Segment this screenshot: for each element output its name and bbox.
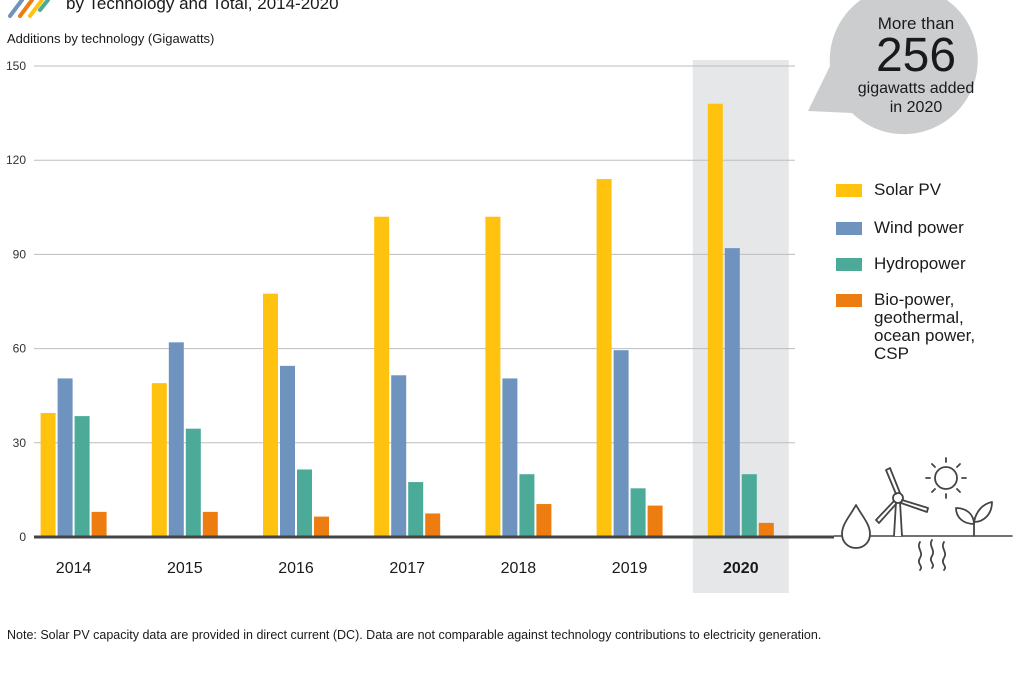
bar-2018-bio-power: [536, 504, 552, 537]
legend-label: Hydropower: [874, 254, 966, 273]
y-tick-label-120: 120: [6, 153, 26, 167]
bar-2019-solar-pv: [596, 179, 612, 538]
callout-suffix-line2: in 2020: [889, 99, 943, 116]
sun-icon: [925, 457, 967, 499]
bar-2018-wind-power: [502, 378, 518, 537]
y-tick-label-90: 90: [13, 247, 27, 261]
callout-text: More than 256 gigawatts added in 2020: [842, 14, 990, 117]
bar-2014-wind-power: [57, 378, 73, 537]
chart-subtitle: by Technology and Total, 2014-2020: [66, 0, 339, 13]
legend-label: Wind power: [874, 218, 964, 237]
callout-bubble: [808, 0, 978, 135]
geothermal-heat-icon: [917, 539, 947, 571]
bar-2019-hydropower: [630, 488, 646, 537]
bar-2019-wind-power: [613, 350, 629, 537]
legend-label: Bio-power,: [874, 290, 955, 309]
bar-2016-hydropower: [297, 469, 312, 537]
legend-item: Wind power: [834, 219, 964, 237]
callout-number: 256: [875, 29, 957, 82]
callout-prefix: More than: [877, 14, 955, 33]
legend-label: ocean power,: [874, 326, 976, 345]
wind-turbine-icon: [875, 467, 929, 537]
renewable-energy-illustration: [834, 457, 1013, 571]
legend-label: CSP: [874, 344, 909, 363]
y-tick-label-150: 150: [6, 59, 26, 73]
bar-2017-wind-power: [391, 375, 407, 537]
chart-note: Note: Solar PV capacity data are provide…: [7, 628, 822, 642]
x-tick-label-2015: 2015: [167, 560, 203, 577]
bar-2016-solar-pv: [263, 293, 278, 537]
y-axis-label: Additions by technology (Gigawatts): [7, 31, 215, 46]
legend-item: Solar PV: [834, 181, 941, 199]
bar-2020-bio-power: [758, 522, 774, 537]
bar-2018-solar-pv: [485, 216, 501, 537]
bar-2014-hydropower: [74, 416, 90, 537]
bar-2020-hydropower: [741, 474, 757, 537]
legend-label: geothermal,: [874, 308, 964, 327]
legend-item: Bio-power, geothermal, ocean power, CSP: [834, 291, 975, 363]
bar-2014-solar-pv: [40, 412, 56, 537]
bar-2018-hydropower: [519, 474, 535, 537]
bar-2015-wind-power: [168, 342, 184, 537]
x-tick-label-2020: 2020: [723, 560, 759, 577]
bar-2015-solar-pv: [151, 383, 167, 537]
bar-2016-wind-power: [280, 365, 295, 537]
x-tick-label-2019: 2019: [612, 560, 648, 577]
bar-2020-solar-pv: [707, 103, 723, 538]
highlight-band-2020: [692, 60, 789, 593]
legend-swatch: [836, 258, 862, 271]
x-tick-label-2018: 2018: [501, 560, 537, 577]
callout-suffix-line1: gigawatts added: [857, 80, 975, 97]
water-drop-icon: [841, 504, 871, 549]
legend-label: Solar PV: [874, 180, 942, 199]
legend-swatch: [836, 294, 862, 307]
x-tick-label-2017: 2017: [389, 560, 425, 577]
plant-sprout-icon: [955, 501, 993, 537]
y-tick-label-30: 30: [13, 436, 27, 450]
bar-2017-hydropower: [408, 482, 424, 537]
bar-2015-hydropower: [185, 428, 201, 537]
bar-2020-wind-power: [724, 248, 740, 537]
x-tick-label-2016: 2016: [278, 560, 314, 577]
y-tick-label-0: 0: [19, 530, 26, 544]
y-tick-label-60: 60: [13, 342, 27, 356]
bar-2017-solar-pv: [374, 216, 390, 537]
bar-2016-bio-power: [314, 516, 329, 537]
bar-2017-bio-power: [425, 513, 441, 537]
legend-swatch: [836, 184, 862, 197]
bar-2014-bio-power: [91, 511, 107, 537]
logo-icon: [8, 0, 50, 18]
x-tick-label-2014: 2014: [56, 560, 92, 577]
bar-2019-bio-power: [647, 505, 663, 537]
legend-swatch: [836, 222, 862, 235]
legend-item: Hydropower: [834, 255, 966, 273]
bar-2015-bio-power: [202, 511, 218, 537]
